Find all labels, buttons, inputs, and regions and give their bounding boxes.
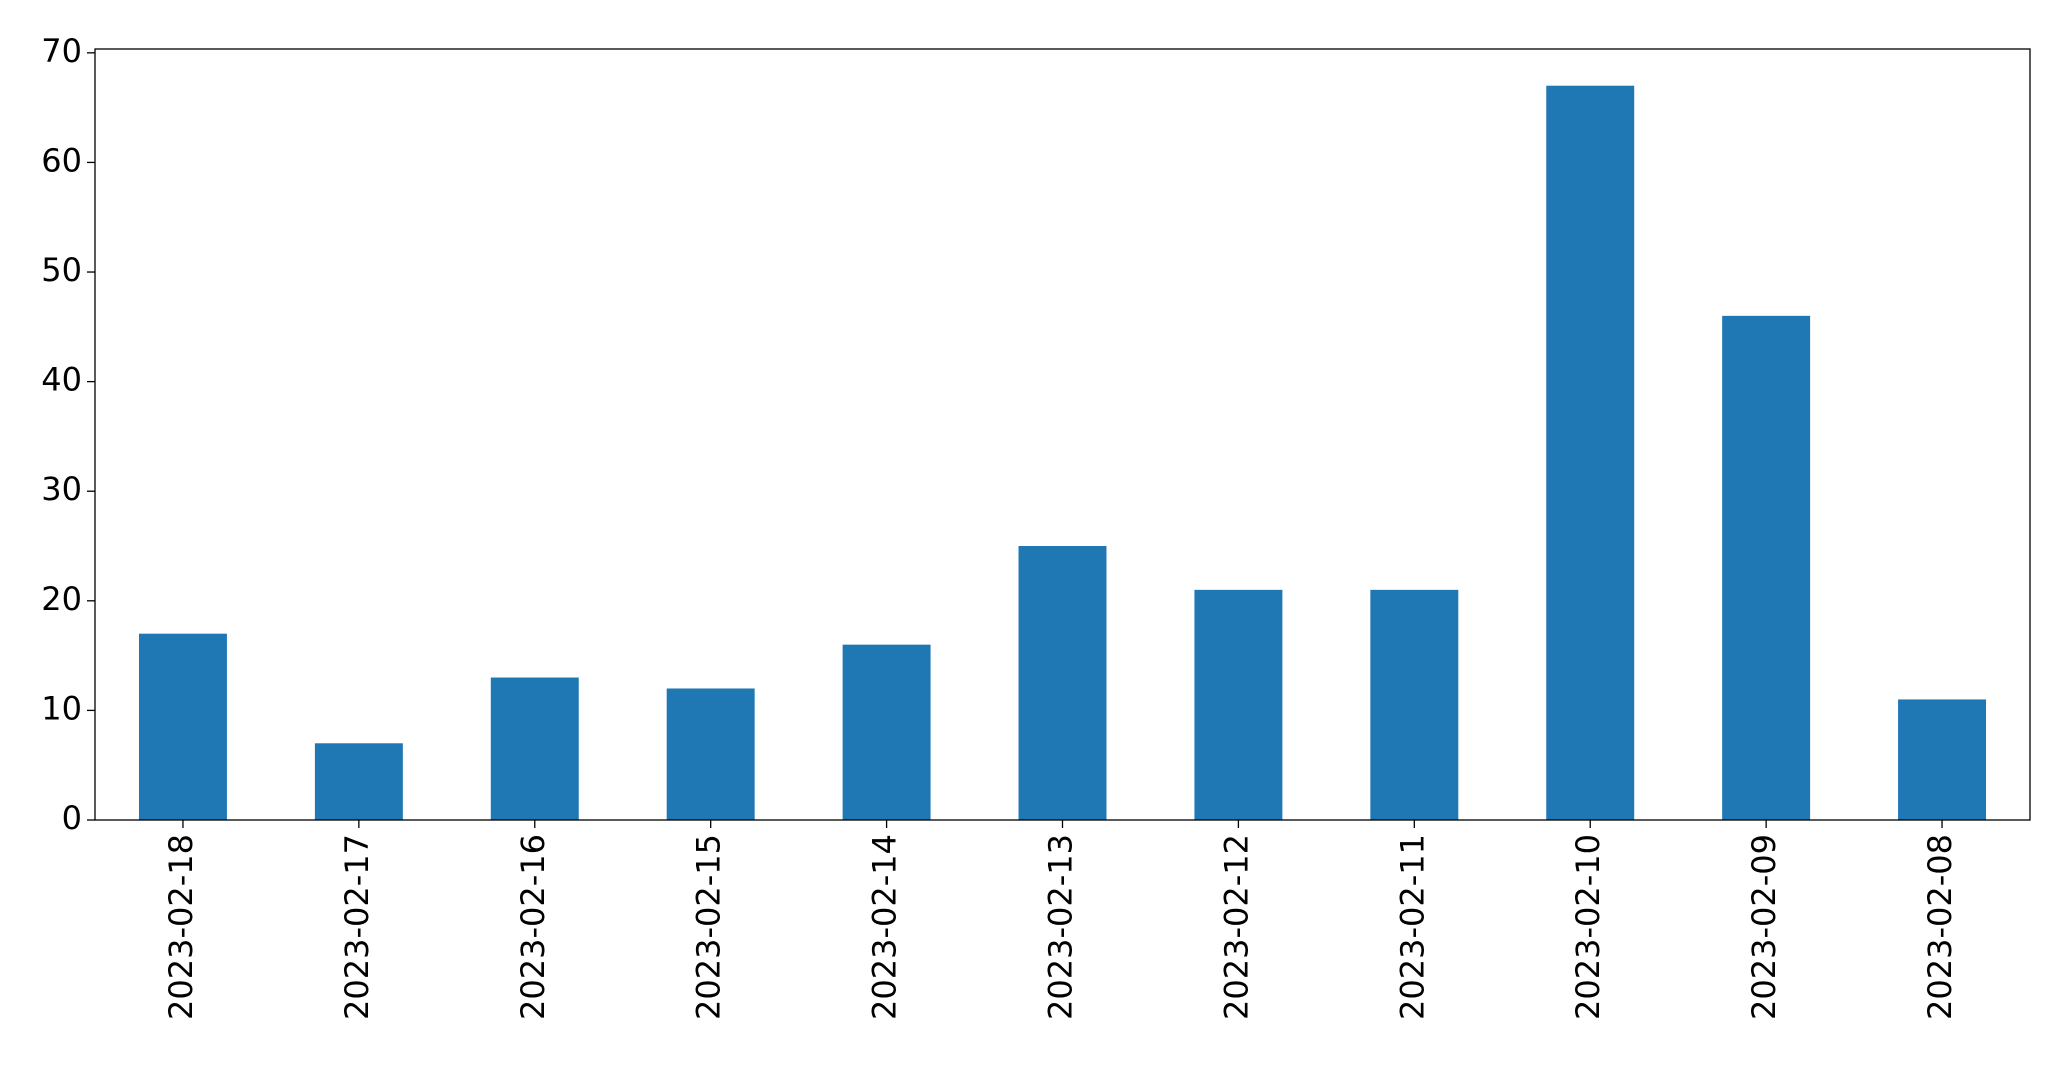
bar bbox=[1546, 85, 1635, 820]
x-tick-label: 2023-02-16 bbox=[514, 834, 552, 1020]
y-tick-label: 60 bbox=[41, 141, 82, 179]
x-tick-label: 2023-02-08 bbox=[1921, 834, 1959, 1020]
y-tick-label: 50 bbox=[41, 251, 82, 289]
bar bbox=[666, 688, 755, 820]
bar bbox=[138, 633, 227, 820]
y-tick-label: 20 bbox=[41, 580, 82, 618]
x-tick-label: 2023-02-17 bbox=[338, 834, 376, 1020]
x-tick-label: 2023-02-15 bbox=[690, 834, 728, 1020]
y-tick-label: 10 bbox=[41, 689, 82, 727]
bar bbox=[842, 644, 931, 820]
x-tick-label: 2023-02-12 bbox=[1217, 834, 1255, 1020]
y-tick-label: 70 bbox=[41, 32, 82, 70]
bar bbox=[1722, 315, 1811, 820]
y-tick-label: 30 bbox=[41, 470, 82, 508]
x-tick-label: 2023-02-18 bbox=[162, 834, 200, 1020]
bar bbox=[1370, 589, 1459, 820]
x-tick-label: 2023-02-13 bbox=[1042, 834, 1080, 1020]
y-tick-label: 0 bbox=[62, 799, 82, 837]
bar bbox=[314, 743, 403, 820]
x-tick-label: 2023-02-10 bbox=[1569, 834, 1607, 1020]
bar bbox=[490, 677, 579, 820]
bar bbox=[1898, 699, 1987, 820]
x-tick-label: 2023-02-11 bbox=[1393, 834, 1431, 1020]
x-tick-label: 2023-02-14 bbox=[866, 834, 904, 1020]
x-tick-label: 2023-02-09 bbox=[1745, 834, 1783, 1020]
bar bbox=[1018, 546, 1107, 820]
bar bbox=[1194, 589, 1283, 820]
plot-frame bbox=[94, 48, 2031, 821]
y-tick-label: 40 bbox=[41, 361, 82, 399]
